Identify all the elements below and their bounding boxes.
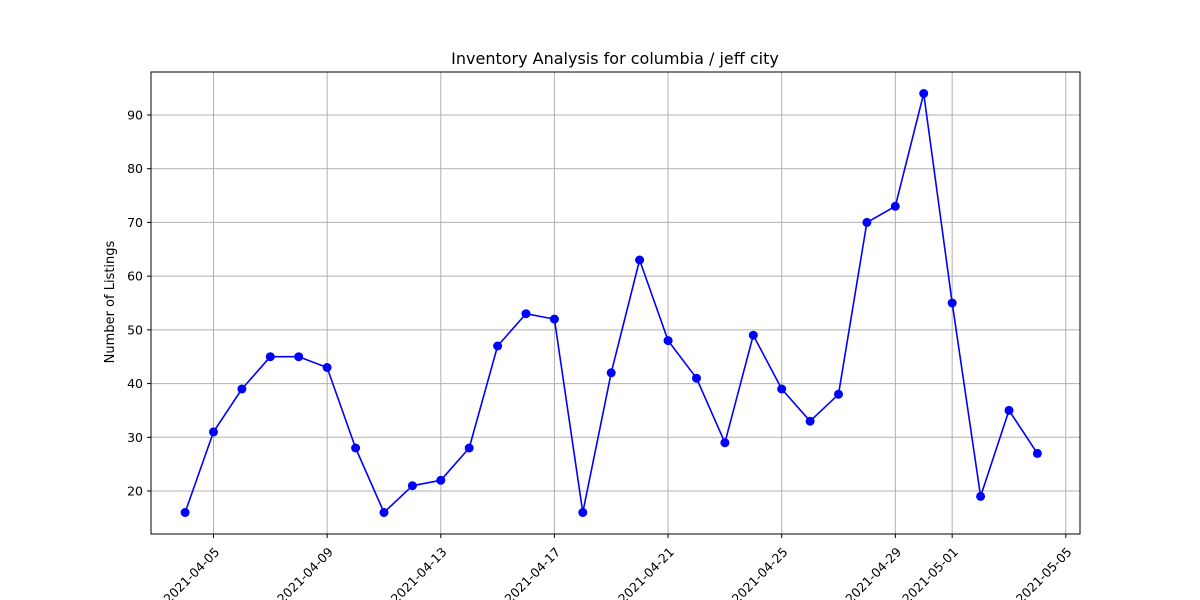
series-layer bbox=[180, 89, 1042, 517]
data-point bbox=[322, 363, 332, 372]
plot-frame bbox=[150, 71, 1081, 535]
data-point bbox=[436, 475, 446, 485]
y-tick-label: 80 bbox=[127, 161, 143, 176]
data-point bbox=[919, 89, 929, 98]
data-point bbox=[351, 443, 361, 453]
data-point bbox=[578, 508, 588, 517]
grid-layer bbox=[151, 72, 1080, 534]
data-point bbox=[890, 201, 900, 211]
data-point bbox=[209, 427, 218, 437]
chart-title: Inventory Analysis for columbia / jeff c… bbox=[451, 49, 779, 68]
data-point bbox=[294, 352, 304, 362]
y-tick-label: 40 bbox=[127, 376, 143, 391]
data-point bbox=[947, 298, 957, 308]
data-point bbox=[549, 314, 559, 324]
y-axis-label: Number of Listings bbox=[103, 240, 118, 363]
data-point bbox=[720, 438, 730, 448]
y-tick-label: 20 bbox=[127, 484, 143, 499]
data-point bbox=[976, 491, 986, 501]
data-point bbox=[237, 384, 247, 394]
data-point bbox=[635, 255, 645, 265]
data-point bbox=[493, 341, 503, 351]
y-tick-label: 30 bbox=[127, 430, 143, 445]
data-point bbox=[265, 352, 275, 362]
data-point bbox=[663, 336, 673, 346]
data-point bbox=[1032, 448, 1042, 458]
data-point bbox=[464, 443, 474, 453]
data-point bbox=[180, 508, 190, 517]
data-point bbox=[1004, 405, 1014, 415]
data-point bbox=[748, 330, 758, 340]
data-point bbox=[379, 508, 389, 517]
data-point bbox=[834, 389, 843, 399]
data-point bbox=[692, 373, 701, 383]
y-tick-label: 50 bbox=[127, 322, 143, 337]
data-point bbox=[805, 416, 815, 426]
y-tick-label: 70 bbox=[127, 215, 143, 230]
data-point bbox=[521, 309, 531, 319]
data-point bbox=[862, 217, 872, 227]
data-point bbox=[606, 368, 616, 378]
data-point bbox=[777, 384, 787, 394]
data-point bbox=[407, 481, 417, 491]
y-tick-label: 60 bbox=[127, 269, 143, 284]
y-tick-label: 90 bbox=[127, 107, 143, 122]
